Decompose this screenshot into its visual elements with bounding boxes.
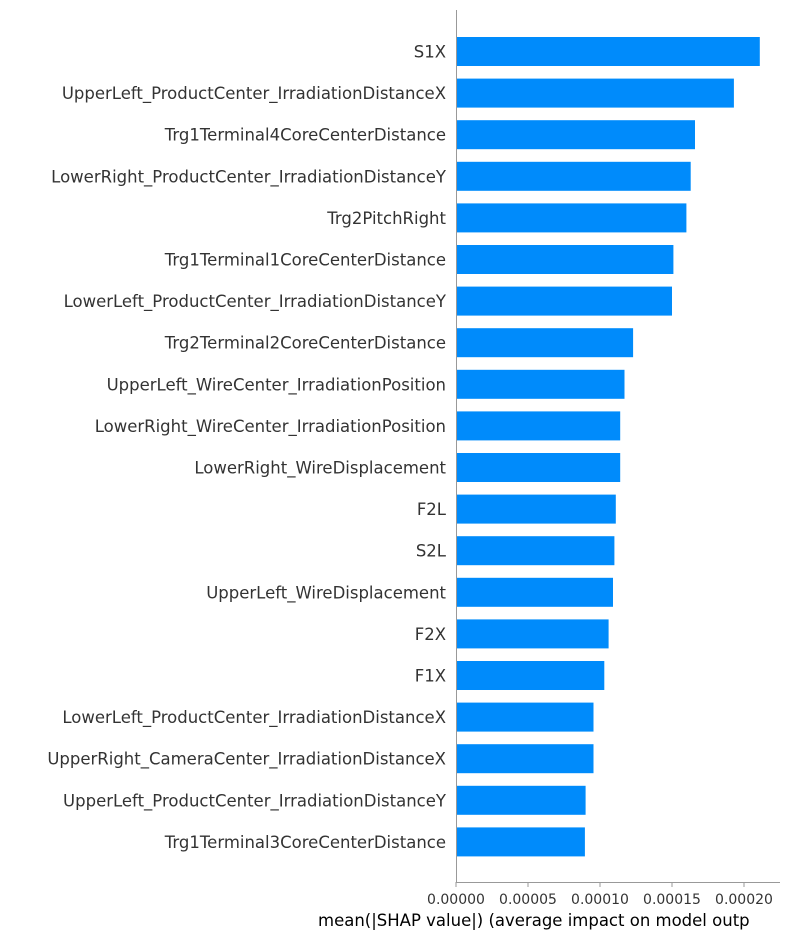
bar-Trg1Terminal3CoreCenterDistance	[456, 827, 585, 857]
category-label: S1X	[414, 43, 446, 62]
bar-UpperRight_CameraCenter_IrradiationDistanceX	[456, 744, 594, 774]
bar-UpperLeft_ProductCenter_IrradiationDistanceX	[456, 78, 734, 108]
x-ticks-group: 0.00000 0.00005 0.00010 0.00015 0.00020	[427, 882, 773, 908]
bar-UpperLeft_WireCenter_IrradiationPosition	[456, 369, 625, 399]
bar-LowerLeft_ProductCenter_IrradiationDistanceY	[456, 286, 672, 316]
category-label: UpperLeft_ProductCenter_IrradiationDista…	[62, 84, 446, 104]
category-label: S2L	[416, 542, 447, 561]
category-label: F1X	[415, 667, 446, 686]
category-label: Trg2PitchRight	[326, 209, 446, 228]
bar-S2L	[456, 536, 615, 566]
category-label: Trg2Terminal2CoreCenterDistance	[164, 334, 446, 353]
bar-F2L	[456, 494, 616, 524]
bar-Trg2PitchRight	[456, 203, 687, 233]
category-label: Trg1Terminal4CoreCenterDistance	[164, 126, 446, 145]
category-label: LowerRight_ProductCenter_IrradiationDist…	[51, 167, 447, 187]
bar-F1X	[456, 661, 605, 690]
bar-S1X	[456, 37, 760, 66]
category-label: F2X	[415, 625, 446, 644]
x-tick-label: 0.00020	[715, 892, 773, 908]
bar-F2X	[456, 619, 609, 649]
category-label: F2L	[417, 500, 447, 519]
category-label: UpperLeft_ProductCenter_IrradiationDista…	[63, 791, 447, 811]
x-tick-label: 0.00000	[427, 892, 485, 908]
category-label: LowerRight_WireCenter_IrradiationPositio…	[95, 417, 446, 437]
bars-group	[456, 37, 760, 857]
bar-Trg1Terminal1CoreCenterDistance	[456, 245, 674, 274]
x-tick-label: 0.00015	[643, 892, 701, 908]
category-label: LowerRight_WireDisplacement	[194, 459, 446, 479]
bar-LowerRight_WireDisplacement	[456, 453, 621, 482]
bar-UpperLeft_WireDisplacement	[456, 577, 613, 607]
category-label: LowerLeft_ProductCenter_IrradiationDista…	[62, 708, 446, 728]
bar-UpperLeft_ProductCenter_IrradiationDistanceY	[456, 785, 586, 815]
category-label: UpperRight_CameraCenter_IrradiationDista…	[47, 750, 446, 770]
bar-Trg1Terminal4CoreCenterDistance	[456, 120, 695, 150]
bar-LowerLeft_ProductCenter_IrradiationDistanceX	[456, 702, 594, 732]
category-labels-group: S1X UpperLeft_ProductCenter_IrradiationDi…	[47, 43, 447, 852]
category-label: Trg1Terminal3CoreCenterDistance	[164, 833, 446, 852]
x-tick-label: 0.00010	[571, 892, 629, 908]
category-label: UpperLeft_WireCenter_IrradiationPosition	[107, 375, 446, 395]
category-label: Trg1Terminal1CoreCenterDistance	[164, 251, 446, 270]
bar-Trg2Terminal2CoreCenterDistance	[456, 328, 634, 358]
category-label: UpperLeft_WireDisplacement	[206, 583, 446, 603]
category-label: LowerLeft_ProductCenter_IrradiationDista…	[64, 292, 447, 312]
bar-LowerRight_WireCenter_IrradiationPosition	[456, 411, 621, 441]
bar-LowerRight_ProductCenter_IrradiationDistanceY	[456, 161, 691, 191]
x-tick-label: 0.00005	[499, 892, 557, 908]
x-axis-title: mean(|SHAP value|) (average impact on mo…	[318, 911, 750, 930]
